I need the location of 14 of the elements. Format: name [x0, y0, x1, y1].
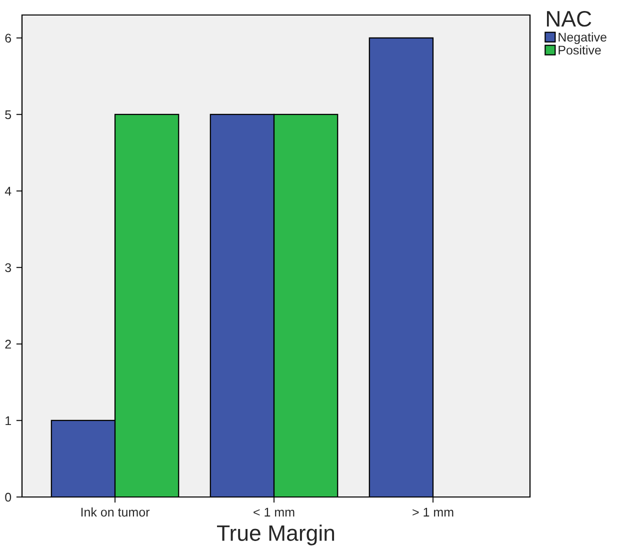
y-tick-label: 5: [5, 110, 12, 120]
y-tick-label: 0: [5, 492, 12, 502]
y-tick-label: 4: [4, 186, 12, 196]
legend-title: NAC: [546, 10, 592, 27]
legend-label: Positive: [558, 45, 601, 55]
x-tick-label: Ink on tumor: [81, 507, 150, 517]
x-axis-title: True Margin: [217, 524, 334, 546]
y-tick-label: 1: [6, 416, 11, 426]
y-tick-label: 6: [5, 34, 12, 43]
y-tick-label: 2: [5, 340, 11, 349]
x-tick-label: < 1 mm: [254, 508, 294, 516]
x-tick-label: > 1 mm: [412, 508, 454, 516]
y-tick-label: 3: [5, 263, 12, 272]
legend-label: Negative: [558, 32, 606, 44]
